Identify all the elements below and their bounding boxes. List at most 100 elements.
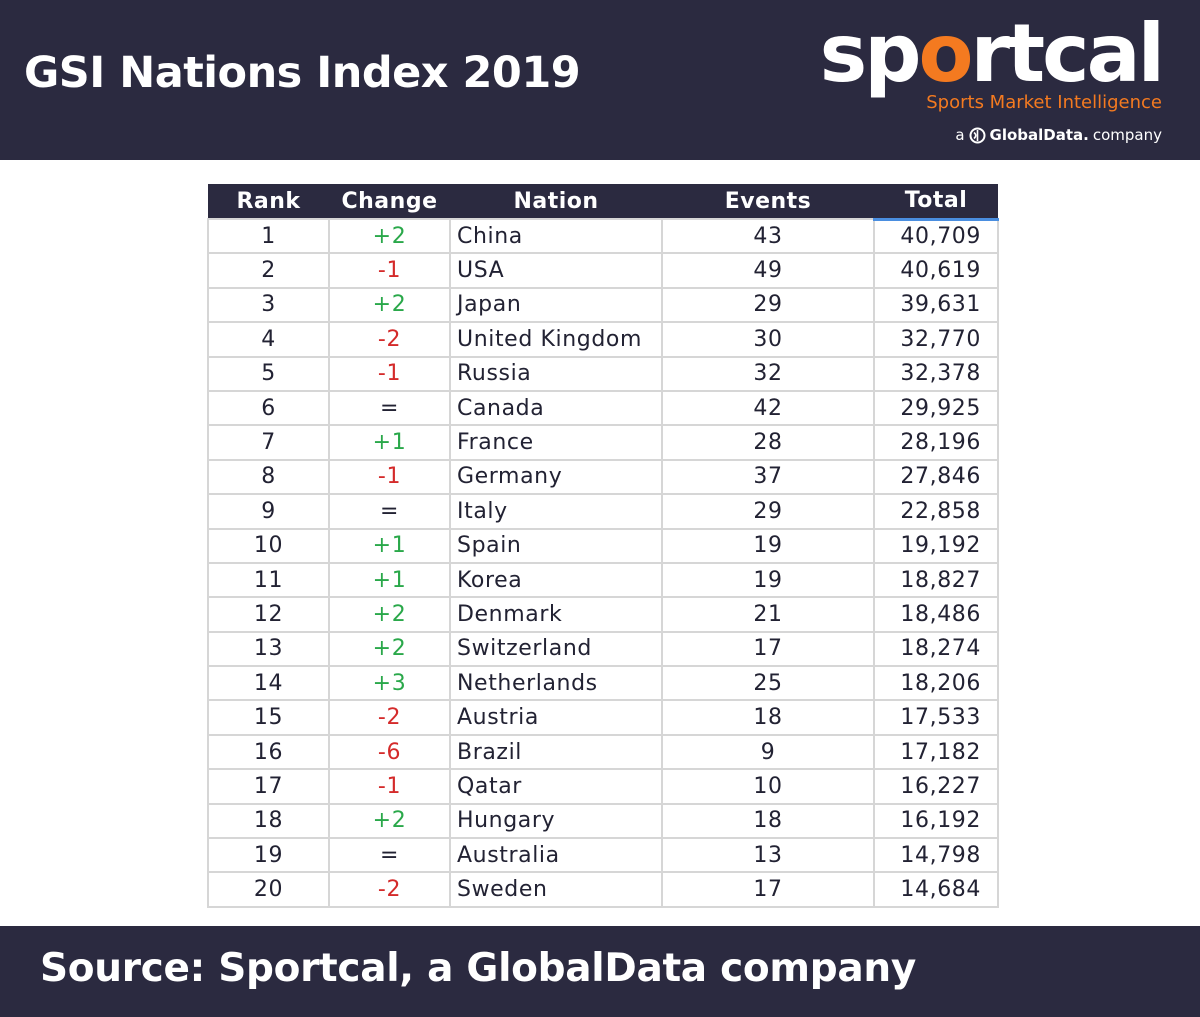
cell-rank: 6 <box>207 389 330 427</box>
cell-rank: 20 <box>207 871 330 908</box>
column-header-events: Events <box>662 184 874 219</box>
logo-word-end: rtcal <box>970 7 1165 100</box>
cell-rank: 3 <box>207 286 330 324</box>
table-body: 1 +2 China 43 40,709 2 -1 USA 49 40,619 3 +2 Japan 29… <box>207 217 999 908</box>
table-row: 18 +2 Hungary 18 16,192 <box>207 802 999 840</box>
cell-rank: 19 <box>207 837 330 874</box>
cell-events: 37 <box>661 458 875 496</box>
cell-nation: Australia <box>449 837 663 874</box>
cell-rank: 15 <box>207 699 330 736</box>
cell-change: +3 <box>328 665 451 702</box>
cell-rank: 17 <box>207 768 330 805</box>
cell-events: 29 <box>661 286 875 324</box>
cell-events: 25 <box>661 665 875 702</box>
cell-total: 18,206 <box>873 665 999 702</box>
cell-events: 19 <box>661 527 875 564</box>
cell-rank: 16 <box>207 733 330 771</box>
cell-change: -1 <box>328 458 451 496</box>
cell-events: 9 <box>661 733 875 771</box>
header-bar: GSI Nations Index 2019 sportcal Sports M… <box>0 0 1200 160</box>
cell-events: 17 <box>661 630 875 668</box>
footer-bar: Source: Sportcal, a GlobalData company <box>0 926 1200 1017</box>
cell-change: -1 <box>328 252 451 289</box>
cell-change: +2 <box>328 217 451 255</box>
table-row: 3 +2 Japan 29 39,631 <box>207 286 999 324</box>
cell-rank: 4 <box>207 321 330 358</box>
page-title: GSI Nations Index 2019 <box>24 48 581 98</box>
table-row: 8 -1 Germany 37 27,846 <box>207 458 999 496</box>
table-row: 10 +1 Spain 19 19,192 <box>207 527 999 564</box>
cell-rank: 13 <box>207 630 330 668</box>
table-row: 2 -1 USA 49 40,619 <box>207 252 999 289</box>
cell-events: 19 <box>661 561 875 599</box>
cell-nation: Netherlands <box>449 665 663 702</box>
globaldata-icon <box>969 127 986 144</box>
table-row: 1 +2 China 43 40,709 <box>207 217 999 255</box>
cell-change: +1 <box>328 424 451 461</box>
cell-total: 16,227 <box>873 768 999 805</box>
cell-events: 18 <box>661 699 875 736</box>
cell-total: 16,192 <box>873 802 999 840</box>
logo-wordmark: sportcal <box>819 7 1165 100</box>
cell-nation: Sweden <box>449 871 663 908</box>
cell-change: = <box>328 837 451 874</box>
cell-rank: 5 <box>207 355 330 392</box>
cell-change: +2 <box>328 630 451 668</box>
cell-nation: Russia <box>449 355 663 392</box>
cell-rank: 18 <box>207 802 330 840</box>
cell-total: 18,274 <box>873 630 999 668</box>
company-suffix: company <box>1092 126 1162 144</box>
logo-company-line: a GlobalData. company <box>955 126 1162 144</box>
cell-change: +1 <box>328 561 451 599</box>
cell-rank: 14 <box>207 665 330 702</box>
cell-nation: Austria <box>449 699 663 736</box>
cell-total: 22,858 <box>873 493 999 530</box>
logo-word-start: sp <box>819 7 922 100</box>
cell-events: 21 <box>661 596 875 633</box>
cell-rank: 10 <box>207 527 330 564</box>
table-row: 5 -1 Russia 32 32,378 <box>207 355 999 392</box>
cell-total: 28,196 <box>873 424 999 461</box>
cell-total: 27,846 <box>873 458 999 496</box>
cell-change: = <box>328 389 451 427</box>
cell-rank: 1 <box>207 217 330 255</box>
cell-events: 29 <box>661 493 875 530</box>
cell-nation: United Kingdom <box>449 321 663 358</box>
table-header-row: Rank Change Nation Events Total <box>208 184 998 221</box>
rankings-table-container: Rank Change Nation Events Total 1 +2 China… <box>207 184 999 908</box>
cell-total: 18,827 <box>873 561 999 599</box>
cell-nation: Hungary <box>449 802 663 840</box>
cell-total: 14,798 <box>873 837 999 874</box>
cell-change: +2 <box>328 596 451 633</box>
company-name: GlobalData. <box>989 126 1089 144</box>
column-header-rank: Rank <box>208 184 329 219</box>
table-row: 12 +2 Denmark 21 18,486 <box>207 596 999 633</box>
table-row: 13 +2 Switzerland 17 18,274 <box>207 630 999 668</box>
table-row: 20 -2 Sweden 17 14,684 <box>207 871 999 908</box>
cell-total: 17,533 <box>873 699 999 736</box>
cell-change: -2 <box>328 321 451 358</box>
cell-nation: Japan <box>449 286 663 324</box>
table-row: 19 = Australia 13 14,798 <box>207 837 999 874</box>
cell-nation: Brazil <box>449 733 663 771</box>
cell-nation: Korea <box>449 561 663 599</box>
table-row: 17 -1 Qatar 10 16,227 <box>207 768 999 805</box>
cell-rank: 9 <box>207 493 330 530</box>
table-row: 4 -2 United Kingdom 30 32,770 <box>207 321 999 358</box>
cell-total: 14,684 <box>873 871 999 908</box>
cell-rank: 12 <box>207 596 330 633</box>
table-row: 16 -6 Brazil 9 17,182 <box>207 733 999 771</box>
cell-events: 30 <box>661 321 875 358</box>
cell-events: 32 <box>661 355 875 392</box>
column-header-nation: Nation <box>450 184 662 219</box>
cell-events: 10 <box>661 768 875 805</box>
cell-change: -6 <box>328 733 451 771</box>
cell-rank: 8 <box>207 458 330 496</box>
column-header-total: Total <box>874 184 998 221</box>
table-row: 9 = Italy 29 22,858 <box>207 493 999 530</box>
cell-events: 49 <box>661 252 875 289</box>
cell-change: +1 <box>328 527 451 564</box>
cell-events: 13 <box>661 837 875 874</box>
column-header-change: Change <box>329 184 450 219</box>
cell-nation: Germany <box>449 458 663 496</box>
